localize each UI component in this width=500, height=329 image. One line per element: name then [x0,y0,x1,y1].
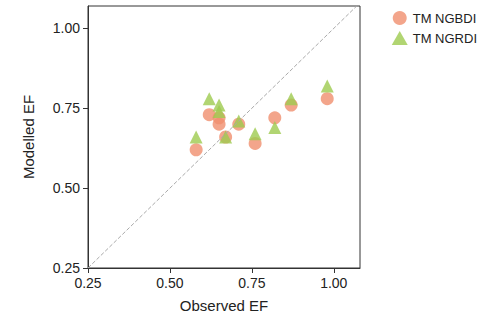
svg-text:0.50: 0.50 [156,275,183,291]
svg-text:0.25: 0.25 [74,275,101,291]
svg-text:1.00: 1.00 [53,20,80,36]
svg-text:Modelled EF: Modelled EF [20,95,37,179]
svg-text:0.25: 0.25 [53,260,80,276]
svg-text:0.75: 0.75 [238,275,265,291]
svg-text:TM NGBDI: TM NGBDI [413,11,477,26]
svg-text:1.00: 1.00 [320,275,347,291]
svg-text:Observed EF: Observed EF [180,297,268,314]
svg-text:0.50: 0.50 [53,180,80,196]
svg-text:TM NGRDI: TM NGRDI [413,31,477,46]
svg-text:0.75: 0.75 [53,100,80,116]
